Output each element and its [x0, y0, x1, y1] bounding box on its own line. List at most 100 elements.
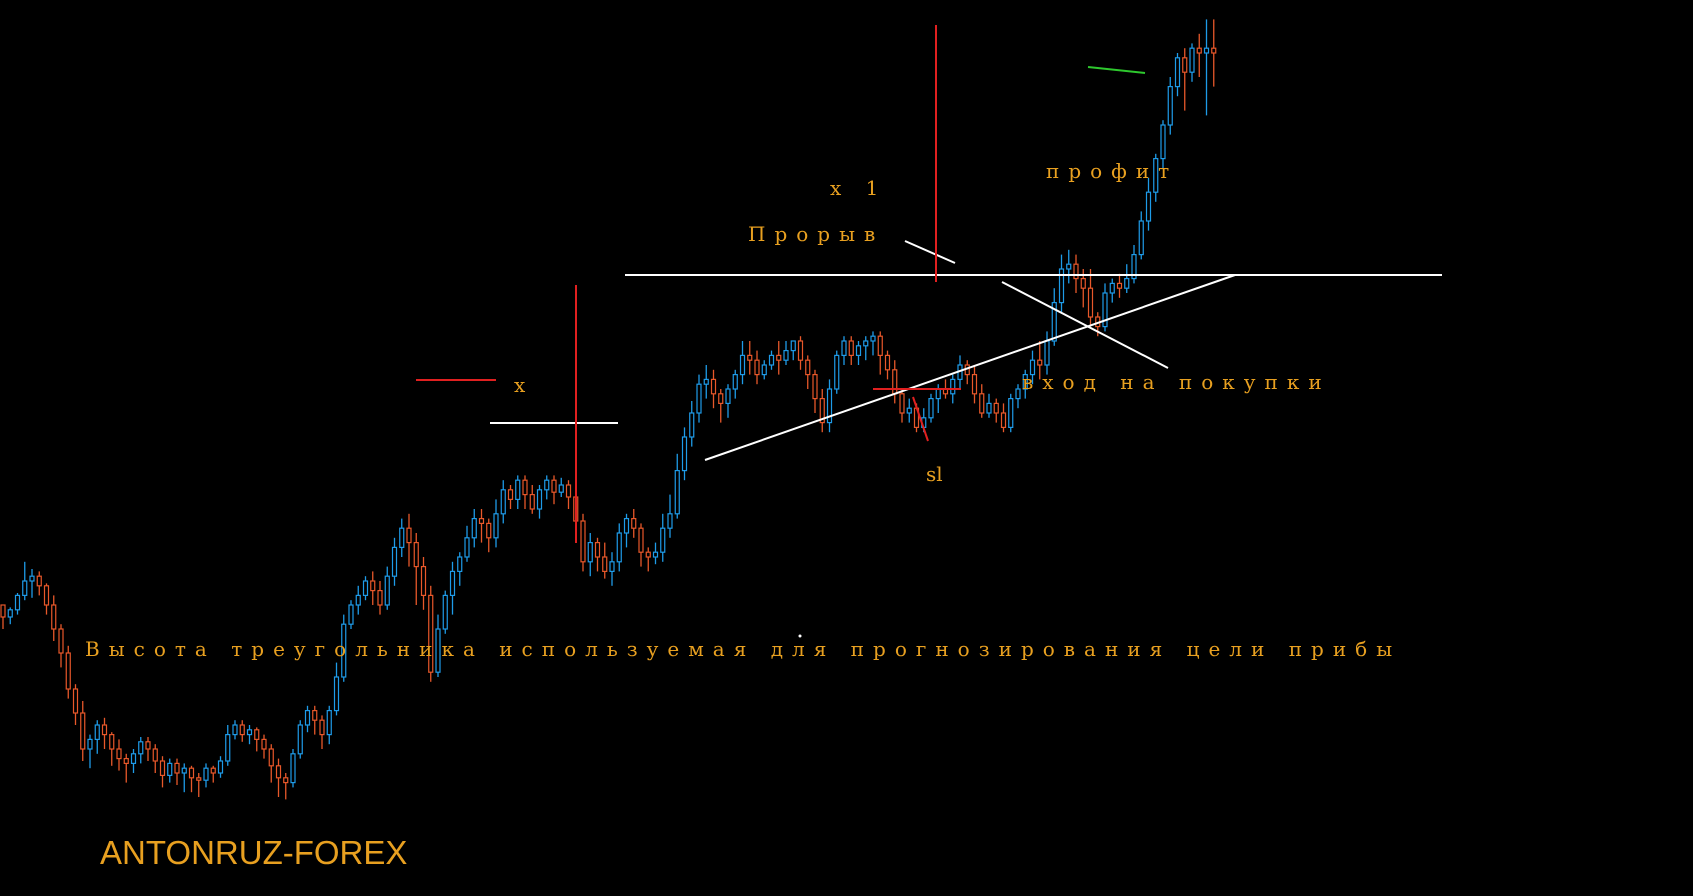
bear-candle [631, 517, 637, 529]
bear-candle [1000, 412, 1007, 428]
bull-candle [826, 388, 833, 424]
bull-candle [1008, 398, 1014, 429]
bull-candle [464, 537, 470, 558]
bull-candle [558, 484, 564, 493]
bear-candle [1087, 287, 1094, 318]
bull-candle [870, 335, 876, 342]
profit-target-line [1087, 66, 1146, 74]
bear-candle [645, 551, 651, 558]
bull-candle [471, 517, 477, 539]
bull-candle [246, 729, 253, 736]
bull-candle [616, 532, 622, 563]
bear-candle [261, 738, 267, 750]
bull-candle [1138, 220, 1144, 256]
bull-candle [1015, 388, 1021, 400]
bear-candle [979, 393, 985, 414]
bear-candle [51, 604, 57, 630]
bull-candle [500, 489, 506, 515]
bull-candle [22, 580, 28, 596]
support-trendline [704, 274, 1236, 461]
bull-candle [326, 709, 332, 736]
bear-candle [319, 719, 325, 736]
bull-candle [544, 479, 550, 491]
bull-candle [783, 350, 789, 361]
bull-candle [1131, 254, 1137, 280]
bear-candle [884, 354, 891, 371]
bull-candle [391, 546, 398, 577]
bear-candle [892, 369, 898, 395]
dot [798, 634, 802, 638]
bear-candle [174, 762, 180, 774]
bull-candle [834, 354, 840, 390]
bull-candle [1153, 158, 1159, 193]
bear-candle [747, 354, 753, 361]
bull-candle [761, 364, 767, 376]
bear-candle [1211, 47, 1217, 54]
bear-candle [971, 374, 978, 395]
bear-candle [478, 517, 485, 524]
bull-candle [457, 556, 463, 572]
bull-candle [435, 628, 441, 673]
bull-candle [341, 623, 347, 678]
bull-candle [217, 760, 224, 774]
profit-label: профит [1046, 159, 1178, 183]
bear-candle [580, 520, 586, 563]
bear-candle [594, 541, 601, 558]
bull-candle [304, 709, 311, 726]
bull-candle [1051, 302, 1057, 342]
bull-candle [768, 354, 775, 366]
bull-candle [138, 741, 144, 755]
bear-candle [551, 479, 557, 493]
bear-candle [428, 594, 434, 673]
bear-candle [109, 733, 115, 750]
bear-candle [145, 741, 151, 750]
bull-candle [181, 767, 187, 774]
bull-candle [1203, 47, 1210, 54]
bull-candle [384, 575, 390, 606]
bull-candle [928, 398, 934, 419]
bear-candle [486, 522, 492, 539]
bear-candle [1182, 57, 1188, 73]
bull-candle [1174, 57, 1181, 88]
bull-candle [935, 388, 941, 400]
bear-candle [312, 709, 318, 721]
bull-candle [29, 575, 35, 582]
bull-candle [1058, 268, 1065, 304]
bear-candle [638, 527, 644, 553]
bull-candle [1109, 282, 1115, 294]
x-label: х [514, 373, 526, 397]
breakout-label: Прорыв [748, 222, 884, 246]
bull-candle [355, 594, 361, 606]
bull-candle [667, 513, 673, 529]
bull-candle [232, 724, 238, 736]
bull-candle [623, 517, 630, 534]
bull-candle [130, 753, 137, 764]
bull-candle [986, 402, 992, 414]
bull-candle [536, 489, 543, 510]
bear-candle [283, 777, 289, 784]
bull-candle [493, 513, 499, 539]
bull-candle [790, 340, 796, 352]
bear-candle [58, 628, 64, 654]
bear-candle [72, 688, 79, 714]
bull-candle [14, 594, 21, 611]
candles-layer [0, 19, 1217, 800]
bull-candle [515, 479, 521, 501]
bear-candle [413, 541, 419, 568]
bear-candle [36, 575, 42, 587]
bull-candle [348, 604, 354, 625]
bull-candle [703, 378, 709, 385]
bear-candle [805, 359, 811, 376]
bear-candle [116, 748, 122, 760]
bear-candle [239, 724, 245, 736]
bear-candle [776, 354, 782, 361]
bear-candle [1116, 282, 1123, 289]
bull-candle [681, 436, 688, 472]
bull-candle [1029, 359, 1036, 376]
bear-candle [406, 527, 412, 544]
bear-candle [848, 340, 854, 356]
bear-candle [0, 604, 6, 618]
bear-candle [370, 580, 376, 592]
bull-candle [1167, 85, 1173, 126]
